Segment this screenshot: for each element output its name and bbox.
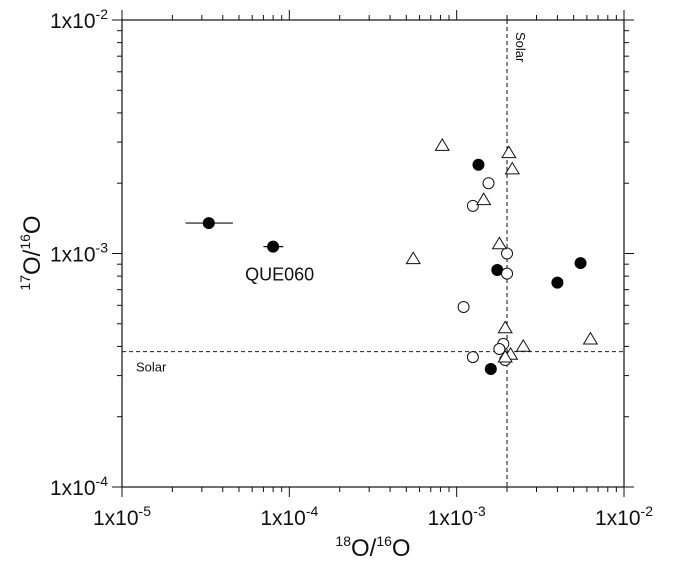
y-tick-label: 1x10-3 xyxy=(50,240,108,267)
open-triangle-point xyxy=(515,338,531,352)
open-circle-point xyxy=(482,177,495,190)
open-triangle-point xyxy=(497,320,513,334)
open-triangle-point xyxy=(434,138,450,151)
y-axis-label: 17O/16O xyxy=(17,215,46,290)
open-triangle-point xyxy=(491,236,508,250)
tick-labels: 1x10-5 1x10-4 1x10-3 1x10-2 1x10-4 1x10-3 1x10… xyxy=(50,6,653,530)
annotations: QUE060 xyxy=(245,265,314,285)
open-circle-point xyxy=(457,301,470,314)
open-circle-point xyxy=(466,199,479,212)
filled-circle-point xyxy=(202,217,215,230)
data-points xyxy=(202,138,599,376)
axis-ticks xyxy=(112,10,634,497)
open-triangle-point xyxy=(497,349,513,363)
open-circle-point xyxy=(466,351,479,364)
x-tick-label: 1x10-3 xyxy=(428,503,486,530)
solar-label-horizontal: Solar xyxy=(136,360,167,375)
x-tick-label: 1x10-2 xyxy=(595,503,653,530)
open-triangle-point xyxy=(475,192,492,206)
open-triangle-point xyxy=(501,145,517,159)
reference-lines: Solar Solar xyxy=(122,20,624,487)
open-circle-point xyxy=(501,247,514,260)
filled-circle-point xyxy=(551,276,564,289)
filled-circle-point xyxy=(267,240,280,253)
point-annotation: QUE060 xyxy=(245,265,314,285)
open-triangle-point xyxy=(504,161,521,175)
solar-label-vertical: Solar xyxy=(513,32,528,63)
open-triangle-point xyxy=(582,331,599,345)
x-tick-label: 1x10-5 xyxy=(93,503,151,530)
plot-frame xyxy=(121,19,625,488)
filled-circle-point xyxy=(472,158,485,171)
y-tick-label: 1x10-4 xyxy=(50,473,108,500)
filled-circle-point xyxy=(484,363,497,376)
open-circle-point xyxy=(501,267,514,280)
y-tick-label: 1x10-2 xyxy=(50,6,108,33)
open-triangle-point xyxy=(405,251,421,265)
x-tick-label: 1x10-4 xyxy=(260,503,318,530)
open-circle-point xyxy=(493,342,506,355)
filled-circle-point xyxy=(574,257,587,270)
x-axis-label: 18O/16O xyxy=(335,533,410,562)
